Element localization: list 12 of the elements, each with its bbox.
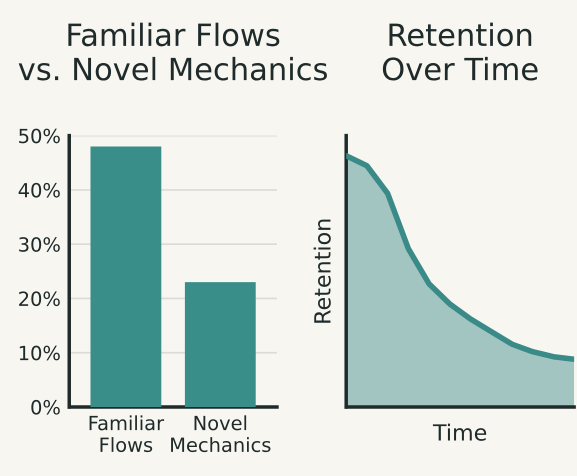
x-axis-title: Time <box>432 424 486 441</box>
y-tick-label: 20% <box>19 291 60 306</box>
x-tick-label: Novel Mechanics <box>171 415 270 452</box>
chart-title: Retention Over Time <box>382 22 538 81</box>
y-tick-label: 40% <box>18 182 60 198</box>
y-tick-label: 30% <box>19 237 60 252</box>
x-tick-label: Familiar Flows <box>90 415 164 452</box>
y-axis-title: Retention <box>314 220 331 323</box>
chart-title: Familiar Flows vs. Novel Mechanics <box>18 22 327 81</box>
y-tick-label: 50% <box>19 128 60 144</box>
y-tick-label: 0% <box>31 400 60 415</box>
y-tick-label: 10% <box>20 346 60 360</box>
